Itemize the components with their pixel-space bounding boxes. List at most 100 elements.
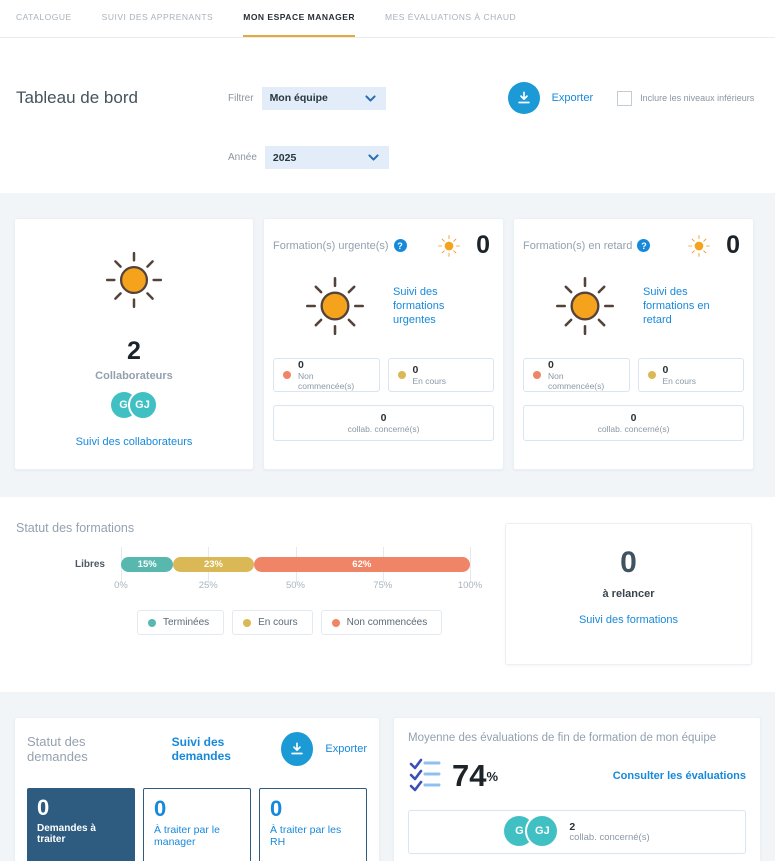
- collaborators-count: 2: [127, 337, 141, 365]
- box-label: À traiter par le manager: [154, 824, 220, 848]
- in-progress-label: En cours: [662, 375, 697, 386]
- collab-label: collab. concerné(s): [347, 423, 420, 434]
- avatar: GJ: [127, 390, 158, 420]
- requests-title: Statut des demandes: [27, 734, 88, 764]
- suivi-formations-urgentes-link[interactable]: Suivi des formations urgentes: [393, 286, 445, 326]
- requests-export-label[interactable]: Exporter: [325, 743, 367, 755]
- not-started-label: Non commencée(s): [298, 370, 355, 391]
- late-title: Formation(s) en retard: [523, 239, 633, 252]
- late-trainings-card: Formation(s) en retard ? 0 Suivi des for…: [513, 218, 754, 470]
- box-value: 0: [270, 796, 283, 821]
- stacked-bar: 15% 23% 62%: [121, 557, 470, 572]
- export-button[interactable]: [507, 82, 540, 114]
- not-started-value: 0: [298, 358, 304, 371]
- export-label[interactable]: Exporter: [551, 92, 594, 104]
- legend-item[interactable]: En cours: [232, 610, 313, 635]
- tab-mes-evaluations-a-chaud[interactable]: Mes évaluations à chaud: [385, 12, 517, 22]
- legend-label: Non commencées: [346, 617, 428, 628]
- not-started-label: Non commencée(s): [548, 370, 605, 391]
- suivi-demandes-link[interactable]: Suivi des demandes: [171, 735, 231, 763]
- chevron-down-icon: [368, 154, 379, 161]
- not-started-value: 0: [548, 358, 554, 371]
- tab-mon-espace-manager[interactable]: Mon espace manager: [243, 12, 356, 37]
- bar-segment: 23%: [173, 557, 254, 572]
- include-sublevels-label: Inclure les niveaux inférieurs: [640, 93, 755, 103]
- suivi-formations-retard-link[interactable]: Suivi des formations en retard: [643, 286, 710, 326]
- filter-label: Filtrer: [228, 92, 254, 104]
- legend-label: Terminées: [163, 617, 210, 628]
- collaborators-avatars: G GJ: [110, 390, 158, 420]
- box-label: À traiter par les RH: [270, 824, 342, 848]
- axis-tick-label: 0%: [114, 580, 128, 591]
- consulter-evaluations-link[interactable]: Consulter les évaluations: [612, 770, 746, 782]
- box-label: Demandes à traiter: [37, 823, 96, 845]
- urgent-collab-box: 0 collab. concerné(s): [273, 405, 494, 441]
- sun-icon: [438, 234, 460, 257]
- help-icon[interactable]: ?: [393, 239, 407, 252]
- relancer-card: 0 à relancer Suivi des formations: [505, 523, 752, 665]
- box-value: 0: [154, 796, 167, 821]
- evaluations-title: Moyenne des évaluations de fin de format…: [408, 732, 717, 744]
- chart-row-label: Libres: [74, 559, 105, 570]
- include-sublevels-checkbox[interactable]: [617, 90, 633, 106]
- chevron-down-icon: [364, 94, 376, 102]
- training-status-chart: Libres 15% 23% 62% 0% 25% 50% 75% 100% Terminé…: [16, 547, 490, 635]
- sun-icon: [688, 234, 710, 257]
- chart-axis: 0% 25% 50% 75% 100%: [114, 580, 482, 594]
- in-progress-dot: [397, 371, 406, 379]
- relancer-label: à relancer: [602, 588, 655, 600]
- legend-item[interactable]: Non commencées: [320, 610, 443, 635]
- year-select[interactable]: 2025: [264, 146, 389, 169]
- sun-icon: [305, 276, 365, 336]
- evaluations-collab-box: G GJ 2 collab. concerné(s): [408, 810, 746, 854]
- filter-select[interactable]: Mon équipe: [261, 86, 386, 110]
- tab-suivi-des-apprenants[interactable]: Suivi des apprenants: [101, 12, 214, 22]
- help-icon[interactable]: ?: [637, 239, 651, 252]
- rh-to-process-box[interactable]: 0 À traiter par les RH: [259, 788, 367, 861]
- not-started-dot: [283, 371, 291, 379]
- manager-to-process-box[interactable]: 0 À traiter par le manager: [143, 788, 251, 861]
- legend-item[interactable]: Terminées: [137, 610, 225, 635]
- urgent-in-progress-box: 0 En cours: [387, 358, 494, 392]
- axis-tick-label: 25%: [198, 580, 218, 591]
- axis-tick-label: 75%: [373, 580, 393, 591]
- avatar: GJ: [525, 814, 560, 848]
- urgent-count: 0: [476, 231, 490, 259]
- evaluations-unit: %: [486, 768, 499, 784]
- sun-icon: [105, 251, 163, 309]
- collab-value: 0: [380, 411, 387, 424]
- tab-catalogue[interactable]: Catalogue: [16, 12, 72, 22]
- legend-dot: [148, 618, 156, 627]
- in-progress-value: 0: [412, 363, 419, 376]
- collaborators-card: 2 Collaborateurs G GJ Suivi des collabor…: [14, 218, 254, 470]
- requests-to-process-box[interactable]: 0 Demandes à traiter: [27, 788, 135, 861]
- training-status-title: Statut des formations: [16, 521, 135, 535]
- late-collab-box: 0 collab. concerné(s): [523, 405, 744, 441]
- sun-icon: [555, 276, 615, 336]
- requests-export-button[interactable]: [281, 732, 314, 766]
- evaluations-avatars: G GJ: [504, 814, 560, 848]
- collaborators-label: Collaborateurs: [95, 370, 173, 382]
- urgent-not-started-box: 0 Non commencée(s): [273, 358, 380, 392]
- suivi-collaborateurs-link[interactable]: Suivi des collaborateurs: [75, 436, 193, 448]
- requests-card: Statut des demandes Suivi des demandes E…: [14, 717, 380, 861]
- kpi-section: 2 Collaborateurs G GJ Suivi des collabor…: [0, 193, 775, 497]
- late-count: 0: [726, 231, 740, 259]
- in-progress-value: 0: [662, 363, 669, 376]
- collab-value: 0: [630, 411, 637, 424]
- evaluations-card: Moyenne des évaluations de fin de format…: [393, 717, 761, 861]
- bar-segment: 15%: [121, 557, 174, 572]
- collab-label: collab. concerné(s): [597, 423, 670, 434]
- evaluations-collab-label: collab. concerné(s): [569, 831, 650, 843]
- legend-label: En cours: [258, 617, 298, 628]
- bar-segment: 62%: [253, 557, 470, 572]
- top-nav: Catalogue Suivi des apprenants Mon espac…: [0, 0, 775, 38]
- training-status-section: Statut des formations Libres 15% 23% 62% 0…: [0, 497, 775, 692]
- suivi-formations-link[interactable]: Suivi des formations: [578, 614, 679, 626]
- checklist-icon: [409, 758, 441, 792]
- gridline: [470, 547, 471, 583]
- late-in-progress-box: 0 En cours: [637, 358, 744, 392]
- in-progress-label: En cours: [412, 375, 447, 386]
- year-value: 2025: [272, 151, 297, 164]
- late-not-started-box: 0 Non commencée(s): [523, 358, 630, 392]
